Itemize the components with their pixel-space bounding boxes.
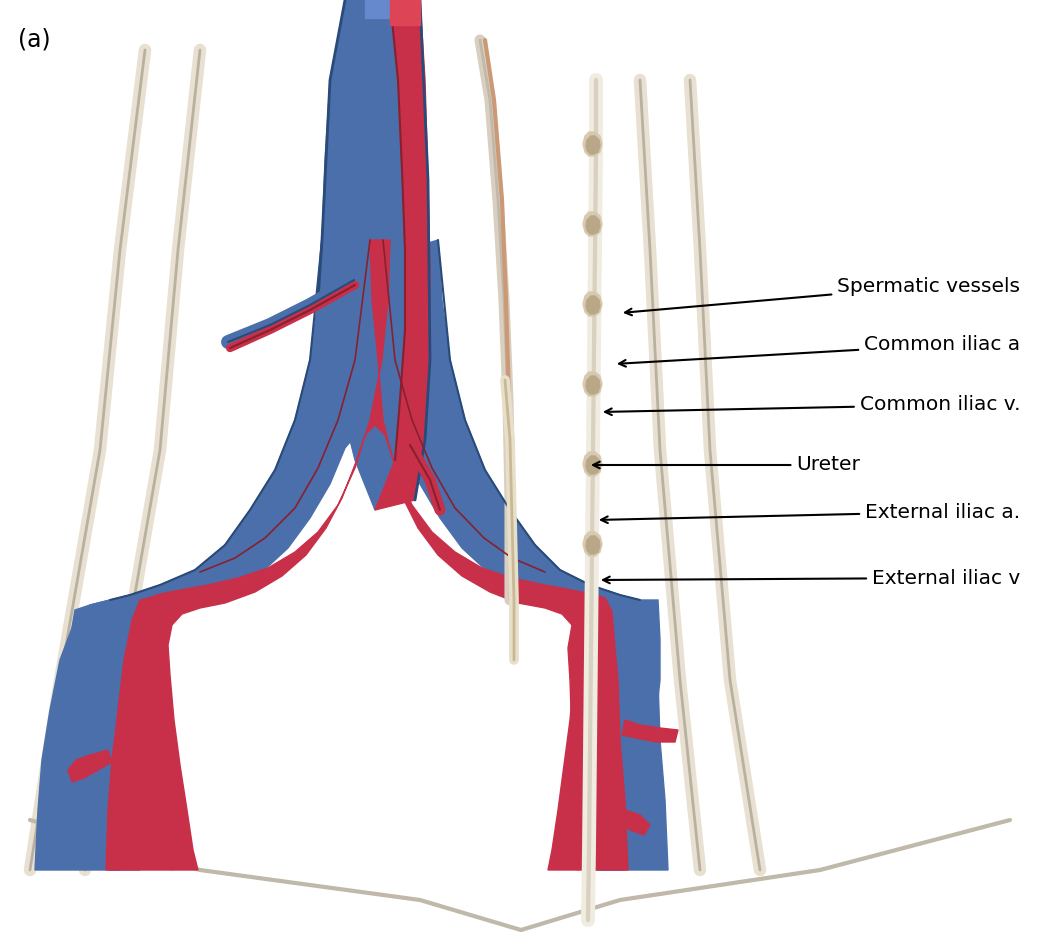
Polygon shape	[584, 372, 602, 396]
Polygon shape	[584, 292, 602, 316]
Polygon shape	[106, 598, 172, 870]
Polygon shape	[586, 136, 600, 154]
Polygon shape	[586, 296, 600, 314]
Polygon shape	[586, 456, 600, 474]
Polygon shape	[390, 0, 420, 25]
Polygon shape	[622, 720, 678, 742]
Polygon shape	[618, 810, 650, 835]
Polygon shape	[584, 532, 602, 556]
Polygon shape	[68, 750, 111, 782]
Text: External iliac a.: External iliac a.	[601, 502, 1020, 523]
Text: Ureter: Ureter	[593, 456, 860, 475]
Polygon shape	[586, 216, 600, 234]
Polygon shape	[586, 376, 600, 394]
Polygon shape	[322, 0, 405, 510]
Polygon shape	[584, 132, 602, 156]
Polygon shape	[568, 598, 628, 870]
Polygon shape	[584, 452, 602, 476]
Polygon shape	[559, 810, 586, 840]
Text: (a): (a)	[18, 28, 51, 52]
Polygon shape	[365, 0, 390, 18]
Polygon shape	[588, 600, 668, 870]
Polygon shape	[586, 536, 600, 554]
Polygon shape	[584, 212, 602, 236]
Polygon shape	[70, 240, 660, 870]
Text: Spermatic vessels: Spermatic vessels	[625, 277, 1020, 316]
Polygon shape	[140, 240, 612, 870]
Text: Common iliac v.: Common iliac v.	[605, 396, 1020, 415]
Text: External iliac v: External iliac v	[603, 569, 1020, 588]
Text: Common iliac a: Common iliac a	[619, 336, 1020, 367]
Polygon shape	[375, 0, 430, 510]
Polygon shape	[35, 600, 148, 870]
